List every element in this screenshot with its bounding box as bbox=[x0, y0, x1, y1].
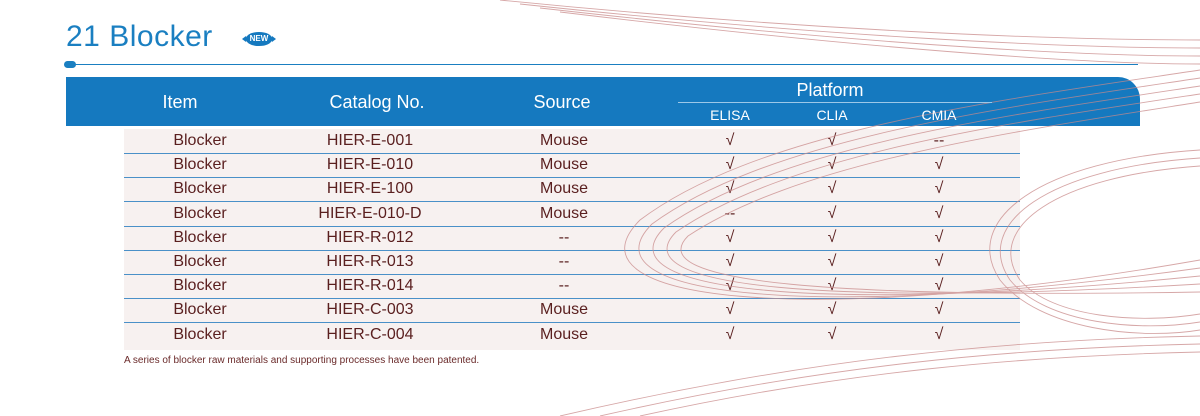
table-row: Blocker HIER-E-001 Mouse √ √ -- bbox=[124, 129, 1020, 154]
cell-clia: √ bbox=[827, 325, 837, 343]
cell-source: Mouse bbox=[539, 325, 589, 343]
cell-source: Mouse bbox=[539, 156, 589, 174]
cell-item: Blocker bbox=[173, 277, 227, 295]
cell-elisa: -- bbox=[724, 204, 736, 222]
cell-item: Blocker bbox=[173, 180, 227, 198]
cell-clia: √ bbox=[827, 277, 837, 295]
cell-catalog: HIER-C-003 bbox=[326, 301, 414, 319]
cell-item: Blocker bbox=[173, 325, 227, 343]
cell-cmia: √ bbox=[934, 277, 944, 295]
cell-elisa: √ bbox=[725, 132, 735, 149]
cell-source: -- bbox=[558, 228, 570, 246]
cell-source: Mouse bbox=[539, 180, 589, 198]
table-row: Blocker HIER-R-013 -- √ √ √ bbox=[124, 250, 1020, 275]
cell-clia: √ bbox=[827, 204, 837, 222]
table-row: Blocker HIER-E-010 Mouse √ √ √ bbox=[124, 153, 1020, 179]
cell-cmia: √ bbox=[934, 253, 944, 270]
cell-source: Mouse bbox=[539, 132, 589, 149]
cell-source: Mouse bbox=[539, 204, 589, 222]
platform-divider bbox=[678, 102, 992, 103]
cell-elisa: √ bbox=[725, 325, 735, 343]
header-source: Source bbox=[533, 92, 591, 112]
cell-catalog: HIER-E-001 bbox=[326, 132, 414, 149]
cell-catalog: HIER-E-010-D bbox=[318, 204, 422, 222]
cell-clia: √ bbox=[827, 253, 837, 270]
header-cmia: CMIA bbox=[921, 107, 957, 123]
table-row: Blocker HIER-E-100 Mouse √ √ √ bbox=[124, 177, 1020, 203]
cell-cmia: √ bbox=[934, 228, 944, 246]
cell-catalog: HIER-E-100 bbox=[326, 180, 414, 198]
cell-catalog: HIER-C-004 bbox=[326, 325, 414, 343]
cell-item: Blocker bbox=[173, 204, 227, 222]
cell-clia: √ bbox=[827, 156, 837, 174]
cell-catalog: HIER-R-014 bbox=[326, 277, 414, 295]
cell-item: Blocker bbox=[173, 156, 227, 174]
cell-elisa: √ bbox=[725, 301, 735, 319]
cell-item: Blocker bbox=[173, 132, 227, 149]
table-row: Blocker HIER-C-003 Mouse √ √ √ bbox=[124, 298, 1020, 324]
header-item: Item bbox=[162, 92, 198, 112]
page-title: 21 Blocker bbox=[66, 20, 213, 53]
cell-source: -- bbox=[558, 277, 570, 295]
cell-item: Blocker bbox=[173, 301, 227, 319]
footnote: A series of blocker raw materials and su… bbox=[124, 355, 480, 366]
cell-cmia: √ bbox=[934, 325, 944, 343]
new-badge-icon bbox=[242, 32, 276, 46]
cell-cmia: -- bbox=[933, 132, 945, 149]
cell-elisa: √ bbox=[725, 277, 735, 295]
cell-cmia: √ bbox=[934, 180, 944, 198]
cell-cmia: √ bbox=[934, 156, 944, 174]
header-catalog: Catalog No. bbox=[329, 92, 425, 112]
title-rule bbox=[70, 64, 1138, 65]
table-row: Blocker HIER-R-014 -- √ √ √ bbox=[124, 274, 1020, 300]
cell-clia: √ bbox=[827, 180, 837, 198]
cell-item: Blocker bbox=[173, 253, 227, 270]
cell-catalog: HIER-R-012 bbox=[326, 228, 414, 246]
table-row: Blocker HIER-R-012 -- √ √ √ bbox=[124, 226, 1020, 251]
cell-clia: √ bbox=[827, 301, 837, 319]
cell-catalog: HIER-E-010 bbox=[326, 156, 414, 174]
cell-elisa: √ bbox=[725, 156, 735, 174]
table-row: Blocker HIER-E-010-D Mouse -- √ √ bbox=[124, 202, 1020, 227]
cell-clia: √ bbox=[827, 132, 837, 149]
cell-source: Mouse bbox=[539, 301, 589, 319]
cell-catalog: HIER-R-013 bbox=[326, 253, 414, 270]
header-elisa: ELISA bbox=[710, 107, 750, 123]
table-row: Blocker HIER-C-004 Mouse √ √ √ bbox=[124, 323, 1020, 347]
cell-elisa: √ bbox=[725, 253, 735, 270]
header-platform: Platform bbox=[796, 80, 864, 100]
cell-item: Blocker bbox=[173, 228, 227, 246]
cell-cmia: √ bbox=[934, 204, 944, 222]
cell-clia: √ bbox=[827, 228, 837, 246]
header-clia: CLIA bbox=[816, 107, 848, 123]
cell-source: -- bbox=[558, 253, 570, 270]
cell-cmia: √ bbox=[934, 301, 944, 319]
cell-elisa: √ bbox=[725, 228, 735, 246]
cell-elisa: √ bbox=[725, 180, 735, 198]
new-badge-label: NEW bbox=[249, 34, 269, 43]
